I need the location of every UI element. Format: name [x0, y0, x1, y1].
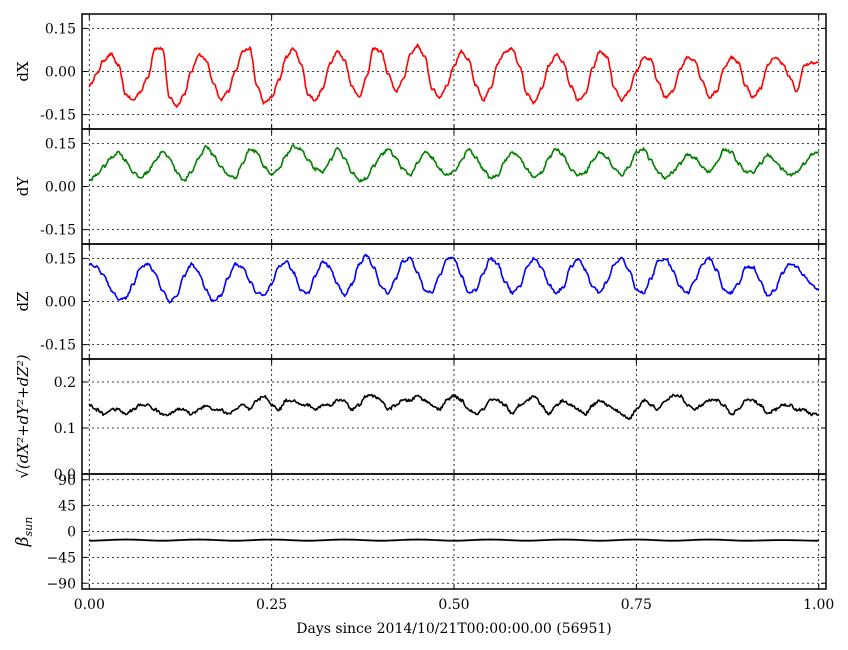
x-axis-label: Days since 2014/10/21T00:00:00.00 (56951…	[296, 621, 611, 637]
y-tick-label: 0.15	[45, 251, 76, 267]
y-tick-label: 90	[58, 473, 76, 489]
y-tick-label: 0.0	[54, 467, 76, 483]
y-tick-label: 0.00	[45, 295, 76, 311]
y-axis-label: dX	[14, 61, 32, 82]
y-axis-label: βsun	[13, 517, 35, 548]
y-tick-label: 0.15	[45, 136, 76, 152]
y-tick-label: -0.15	[40, 338, 76, 354]
y-tick-label: 0.00	[45, 180, 76, 196]
subplot-2: 0.15 0.00 -0.15 dY	[14, 128, 827, 245]
x-tick-label: 0.25	[256, 597, 287, 613]
x-tick-label: 1.00	[803, 597, 834, 613]
series-line	[89, 538, 819, 542]
x-tick-label: 0.75	[621, 597, 652, 613]
y-tick-label: -0.15	[40, 223, 76, 239]
y-tick-label: 0.1	[54, 421, 76, 437]
subplot-1: 0.15 0.00 -0.15 dX	[14, 13, 827, 130]
y-tick-label: −90	[46, 576, 76, 592]
y-tick-label: 0	[67, 525, 76, 541]
y-axis-label: dY	[14, 176, 32, 197]
axes-frame	[81, 358, 827, 475]
y-tick-label: 45	[58, 499, 76, 515]
y-tick-label: −45	[46, 550, 76, 566]
series-line	[88, 43, 820, 108]
series-line	[88, 253, 820, 304]
series-line	[88, 144, 819, 183]
subplot-5: 90 45 0 −45 −90 βsun 0.00 0.25 0.50 0.75 1.00 Days …	[13, 473, 834, 637]
subplot-3: 0.15 0.00 -0.15 dZ	[14, 243, 827, 360]
y-tick-label: 0.00	[45, 65, 76, 81]
y-tick-label: 0.15	[45, 21, 76, 37]
series-line	[88, 393, 820, 421]
y-tick-label: -0.15	[40, 108, 76, 124]
x-tick-label: 0.50	[438, 597, 469, 613]
y-axis-label: √(dX²+dY²+dZ²)	[14, 354, 32, 478]
y-tick-label: 0.2	[54, 375, 76, 391]
subplot-4: 0.2 0.1 0.0 √(dX²+dY²+dZ²)	[14, 354, 827, 483]
y-axis-label: dZ	[14, 291, 32, 311]
x-tick-label: 0.00	[74, 597, 105, 613]
